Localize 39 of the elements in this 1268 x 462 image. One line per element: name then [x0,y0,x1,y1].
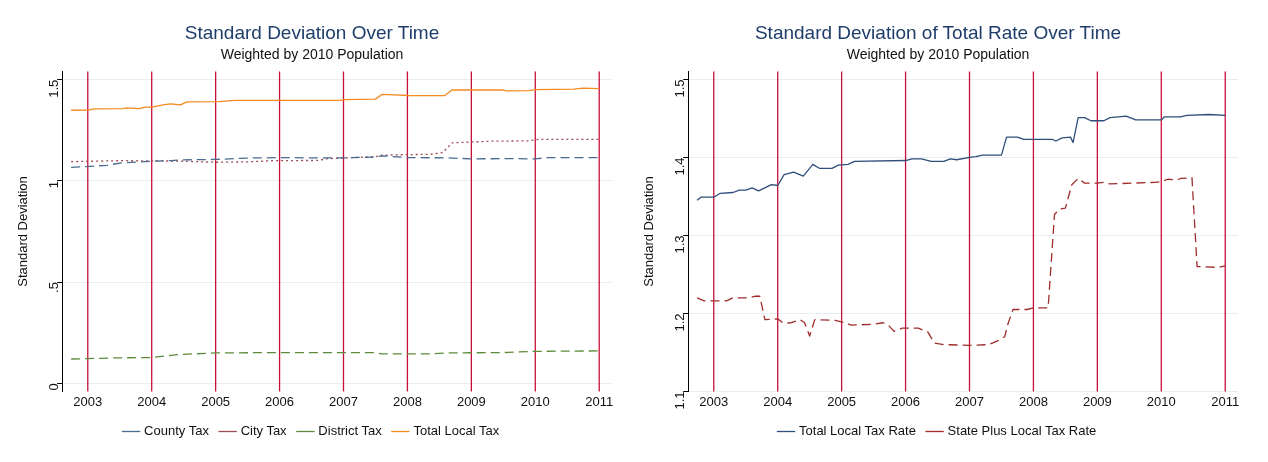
y-tick-label: 1.5 [45,79,61,98]
y-tick-label: 1.3 [671,235,687,254]
legend-label: City Tax [240,423,288,439]
x-tick-label: 2005 [827,393,857,409]
chart-subtitle: Weighted by 2010 Population [220,46,404,63]
y-tick-label: 0 [45,383,61,391]
x-tick-label: 2008 [392,393,422,409]
y-tick-label: 1 [45,180,61,189]
x-tick-label: 2003 [699,393,729,409]
chart-title: Standard Deviation Over Time [184,21,440,43]
x-tick-label: 2005 [201,393,231,409]
x-tick-label: 2007 [955,393,984,409]
x-tick-label: 2009 [456,393,486,409]
x-tick-label: 2006 [891,393,921,409]
legend-label: State Plus Local Tax Rate [947,423,1097,439]
x-tick-label: 2004 [137,393,167,409]
x-tick-label: 2008 [1018,393,1048,409]
y-axis-title: Standard Deviation [15,176,31,287]
y-tick-label: 1.5 [671,79,687,98]
chart-title: Standard Deviation of Total Rate Over Time [754,21,1122,43]
y-tick-label: .5 [45,282,61,293]
x-tick-label: 2006 [265,393,295,409]
legend-label: Total Local Tax [413,423,500,439]
x-tick-label: 2010 [1146,393,1176,409]
x-tick-label: 2003 [73,393,103,409]
x-tick-label: 2004 [763,393,793,409]
x-tick-label: 2011 [1211,393,1240,409]
x-tick-label: 2010 [520,393,550,409]
legend-label: Total Local Tax Rate [799,423,916,439]
x-tick-label: 2007 [329,393,358,409]
y-axis-title: Standard Deviation [641,176,657,287]
y-tick-label: 1.2 [671,313,687,332]
y-tick-label: 1.4 [671,157,687,176]
legend-label: County Tax [144,423,210,439]
x-tick-label: 2009 [1082,393,1112,409]
chart-subtitle: Weighted by 2010 Population [846,46,1030,63]
legend-label: District Tax [318,423,383,439]
x-tick-label: 2011 [585,393,614,409]
y-tick-label: 1.1 [671,391,687,410]
